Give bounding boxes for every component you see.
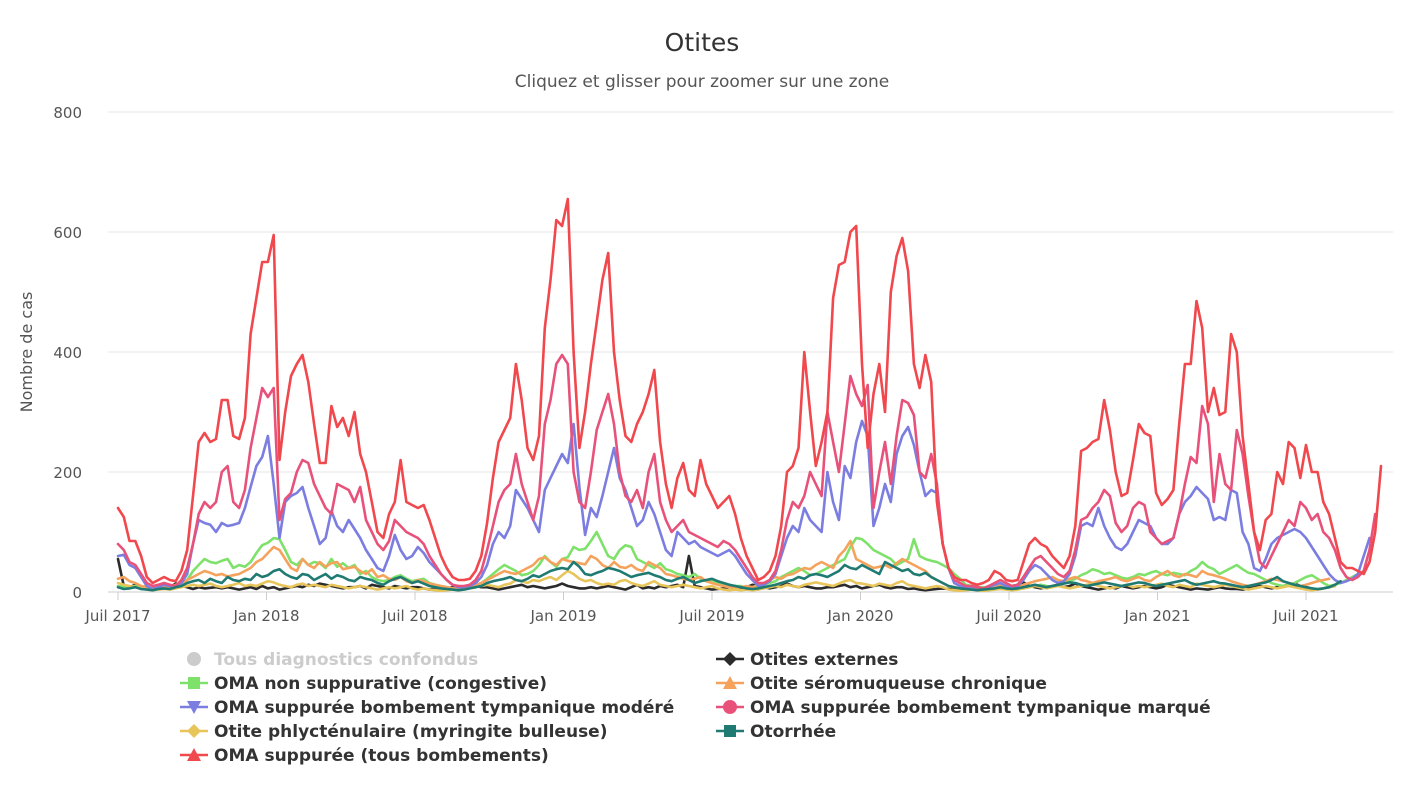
x-tick-label: Juil 2019 — [678, 607, 744, 625]
series-line-7[interactable] — [116, 560, 1342, 592]
chart-title: Otites — [665, 28, 740, 57]
legend-item[interactable]: Otites externes — [716, 650, 898, 670]
legend-label: OMA suppurée bombement tympanique modéré — [214, 698, 674, 718]
legend-item[interactable]: OMA non suppurative (congestive) — [180, 674, 547, 694]
series-line-8[interactable] — [116, 197, 1383, 587]
legend-marker — [187, 701, 201, 714]
legend: Tous diagnostics confondus Otites externe… — [180, 650, 1211, 766]
legend-item[interactable]: Otite séromuqueuse chronique — [716, 674, 1047, 694]
legend-item[interactable]: Otorrhée — [716, 722, 836, 742]
legend-item[interactable]: Tous diagnostics confondus — [187, 650, 478, 670]
legend-marker — [187, 748, 201, 761]
x-tick-label: Jan 2018 — [232, 607, 299, 625]
y-tick-label: 800 — [53, 104, 82, 122]
y-tick-label: 0 — [72, 584, 82, 602]
x-tick-label: Juil 2017 — [84, 607, 150, 625]
x-tick-label: Jan 2021 — [1123, 607, 1190, 625]
y-axis-label: Nombre de cas — [17, 292, 36, 413]
series-line-3[interactable] — [116, 539, 1331, 591]
legend-marker — [724, 725, 736, 737]
y-tick-label: 200 — [53, 464, 82, 482]
legend-item[interactable]: OMA suppurée (tous bombements) — [180, 746, 549, 766]
legend-label: Otite séromuqueuse chronique — [750, 674, 1047, 694]
legend-label: OMA suppurée bombement tympanique marqué — [750, 698, 1211, 718]
legend-label: OMA non suppurative (congestive) — [214, 674, 547, 694]
legend-label: Tous diagnostics confondus — [214, 650, 478, 670]
legend-marker — [187, 724, 201, 738]
x-tick-label: Jan 2020 — [826, 607, 893, 625]
legend-item[interactable]: Otite phlycténulaire (myringite bulleuse… — [180, 722, 607, 742]
legend-label: OMA suppurée (tous bombements) — [214, 746, 549, 766]
y-tick-label: 600 — [53, 224, 82, 242]
series-line-5[interactable] — [116, 353, 1377, 590]
legend-item[interactable]: OMA suppurée bombement tympanique modéré — [180, 698, 674, 718]
y-axis-ticks: 0 200 400 600 800 — [53, 104, 82, 602]
legend-marker — [187, 652, 201, 666]
series-line-6[interactable] — [116, 569, 1337, 593]
grid-layer — [108, 111, 1393, 593]
x-tick-label: Jan 2019 — [529, 607, 596, 625]
legend-marker — [723, 700, 737, 714]
legend-label: Otorrhée — [750, 722, 836, 742]
chart-subtitle: Cliquez et glisser pour zoomer sur une z… — [515, 72, 890, 92]
legend-marker — [723, 652, 737, 666]
x-axis-ticks: Juil 2017 Jan 2018 Juil 2018 Jan 2019 Juil 2… — [84, 592, 1339, 625]
legend-item[interactable]: OMA suppurée bombement tympanique marqué — [716, 698, 1211, 718]
legend-marker — [723, 676, 737, 689]
y-tick-label: 400 — [53, 344, 82, 362]
x-tick-label: Juil 2021 — [1272, 607, 1338, 625]
legend-label: Otites externes — [750, 650, 898, 670]
x-tick-label: Juil 2020 — [975, 607, 1041, 625]
legend-label: Otite phlycténulaire (myringite bulleuse… — [214, 722, 607, 742]
legend-marker — [188, 677, 200, 689]
series-layer — [116, 197, 1383, 593]
x-tick-label: Juil 2018 — [381, 607, 447, 625]
